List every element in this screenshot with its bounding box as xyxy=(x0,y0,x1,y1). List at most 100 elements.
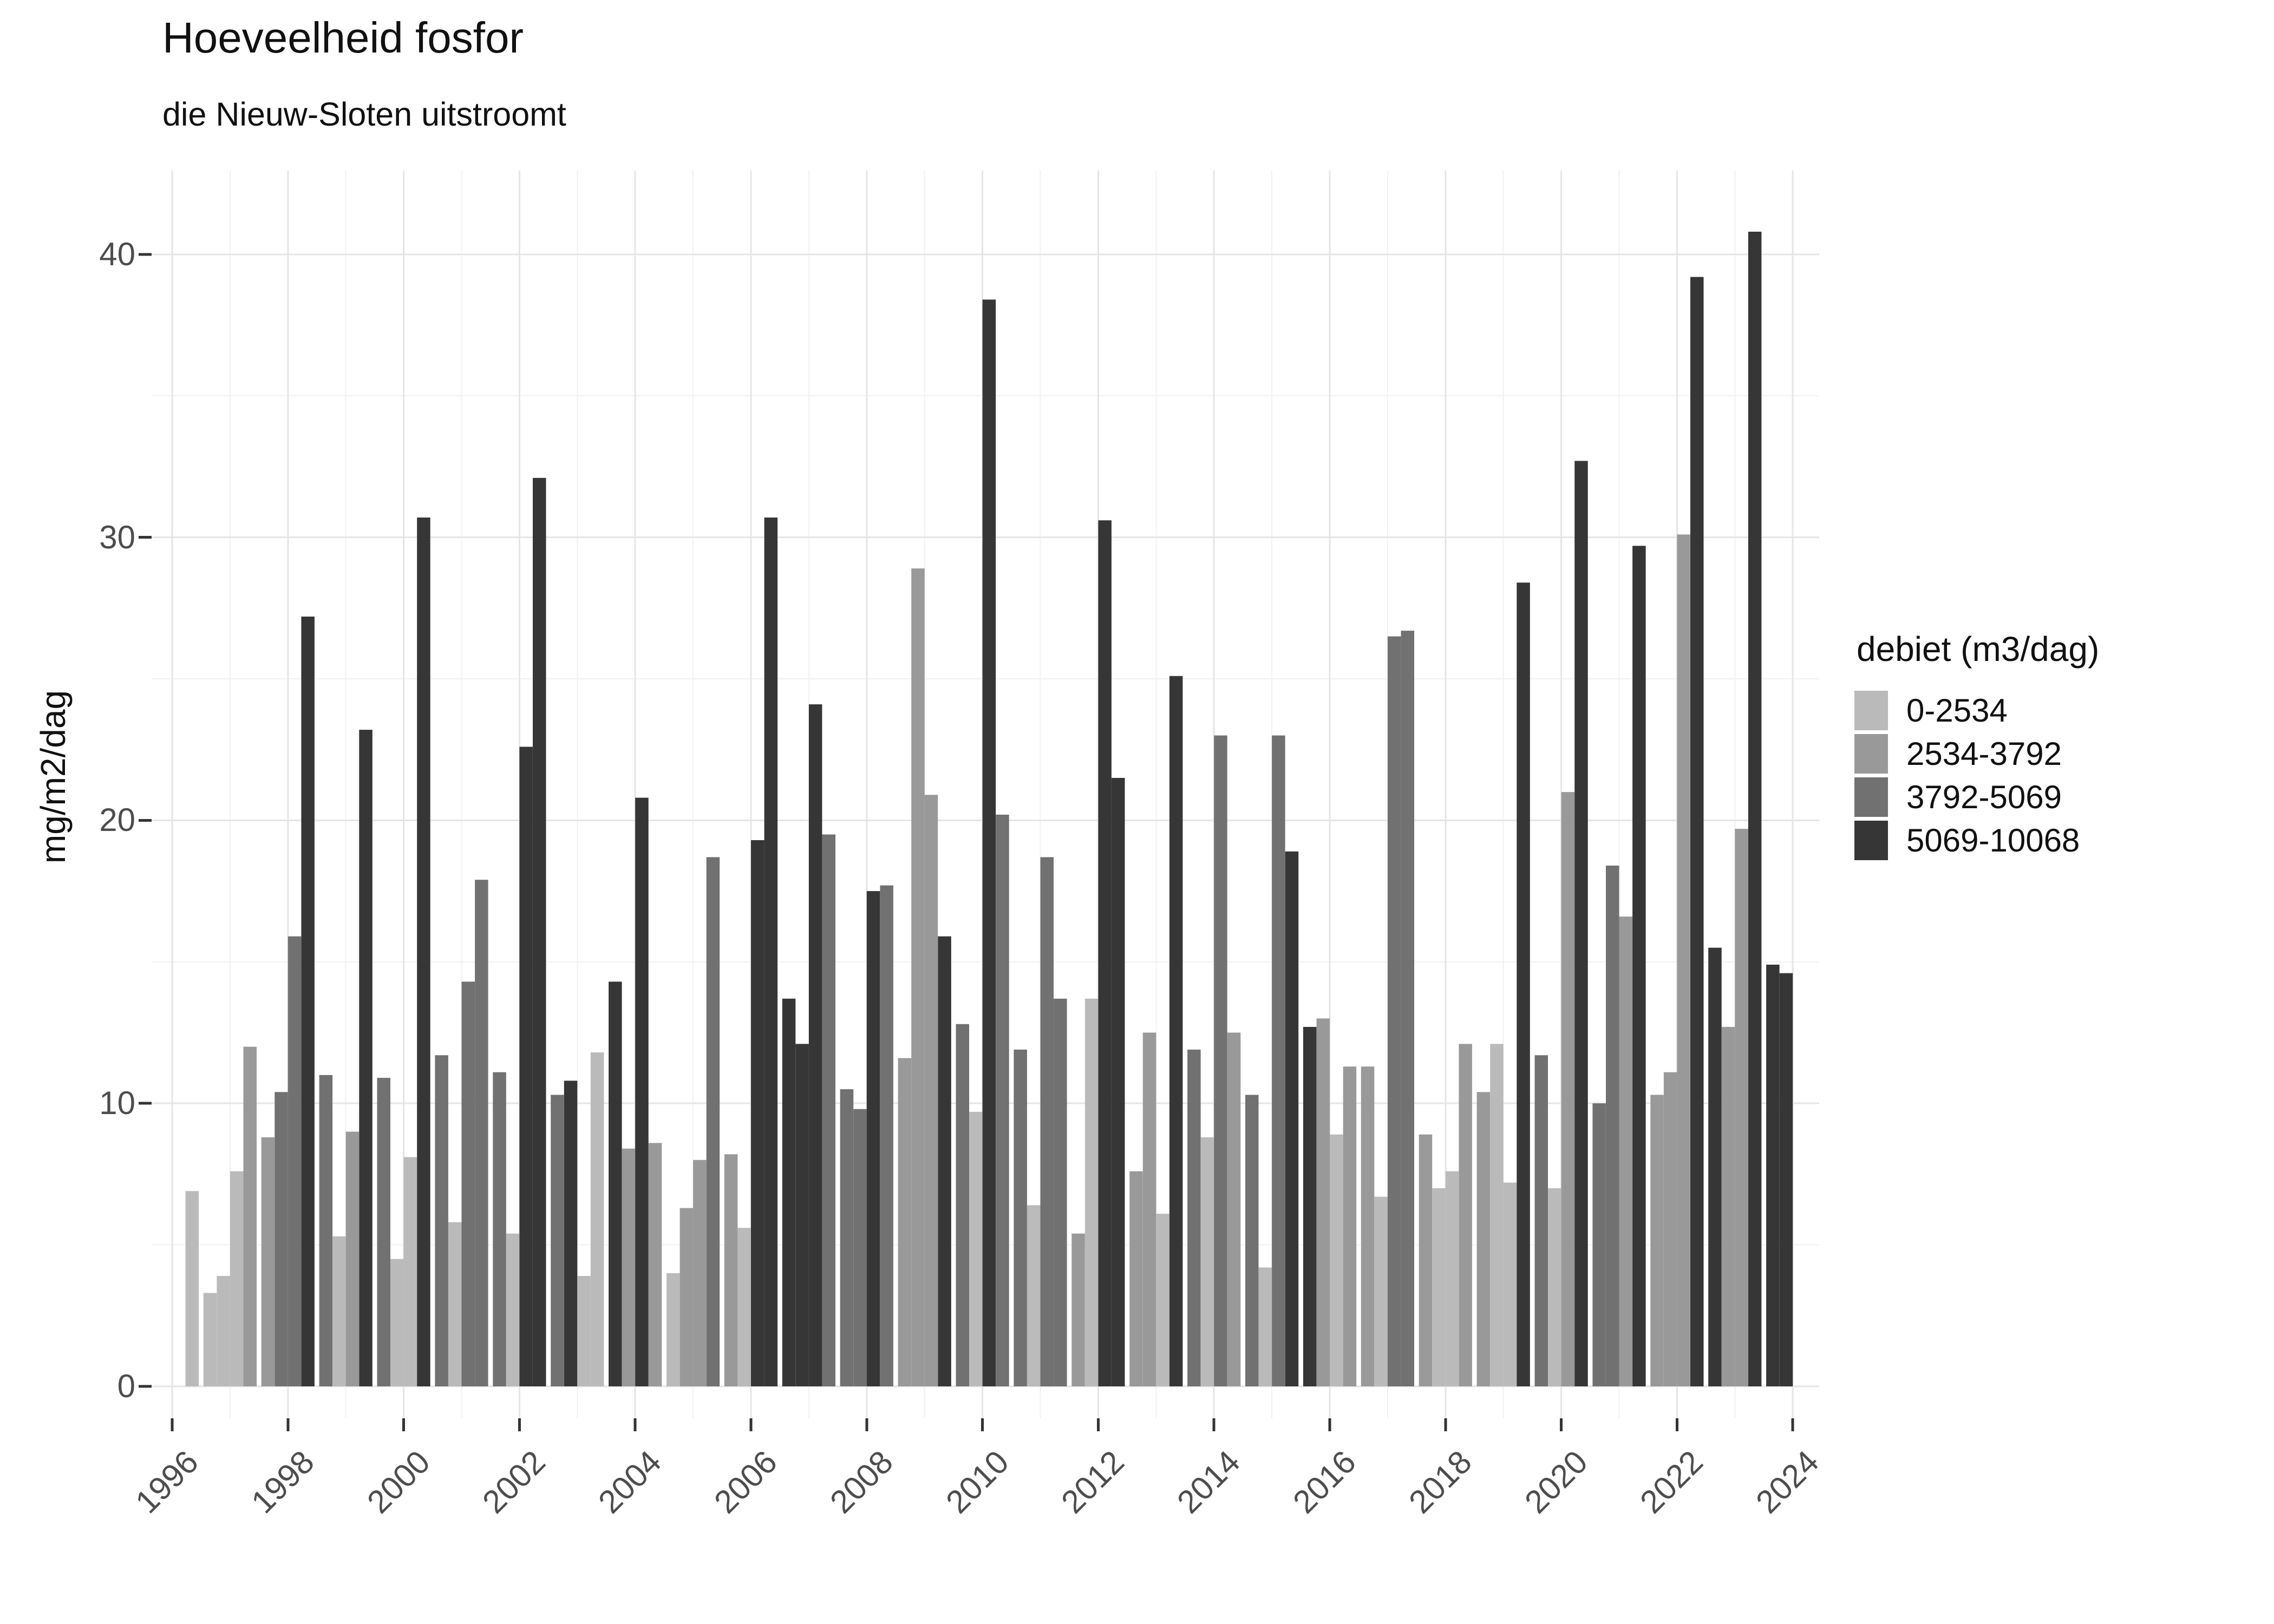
bar-2023q3 xyxy=(1766,965,1780,1386)
y-tick-label-0: 0 xyxy=(117,1368,135,1404)
bar-2005q1 xyxy=(693,1160,707,1386)
bar-2018q2 xyxy=(1459,1044,1472,1386)
bar-2002q2 xyxy=(533,477,546,1386)
bar-1996q2 xyxy=(185,1191,199,1386)
bar-2007q3 xyxy=(840,1089,854,1386)
bar-2009q4 xyxy=(969,1111,983,1386)
bar-2014q1 xyxy=(1214,735,1227,1386)
bar-2022q1 xyxy=(1677,534,1690,1386)
bar-2008q1 xyxy=(866,891,880,1386)
legend-items: 0-2534 2534-3792 3792-5069 5069-10068 xyxy=(1854,689,2099,862)
bar-2014q3 xyxy=(1245,1095,1259,1386)
bar-1997q3 xyxy=(261,1137,275,1386)
bar-1999q1 xyxy=(345,1131,360,1386)
bar-2011q4 xyxy=(1084,998,1099,1386)
bar-2020q1 xyxy=(1561,792,1575,1386)
bar-2010q4 xyxy=(1027,1205,1041,1386)
bar-2000q2 xyxy=(417,518,430,1386)
bar-2019q4 xyxy=(1548,1188,1561,1386)
bar-2012q3 xyxy=(1129,1171,1143,1386)
bar-2018q3 xyxy=(1476,1092,1491,1386)
bar-2022q4 xyxy=(1721,1027,1735,1386)
legend-item-5069-10068: 5069-10068 xyxy=(1854,818,2099,862)
bar-1999q3 xyxy=(377,1078,390,1386)
bar-2021q3 xyxy=(1650,1095,1664,1386)
bar-2003q2 xyxy=(590,1052,604,1386)
y-axis-title: mg/m2/dag xyxy=(34,690,73,864)
bar-2020q4 xyxy=(1606,866,1619,1386)
legend-label: 3792-5069 xyxy=(1906,778,2062,815)
bar-2012q2 xyxy=(1112,778,1125,1386)
bar-1998q4 xyxy=(332,1236,346,1386)
bar-2023q2 xyxy=(1748,232,1762,1386)
legend-item-0-2534: 0-2534 xyxy=(1854,689,2099,732)
bar-2003q3 xyxy=(609,981,622,1386)
bar-2005q3 xyxy=(724,1154,738,1386)
plot-subtitle: die Nieuw-Sloten uitstroomt xyxy=(162,96,566,133)
plot-title: Hoeveelheid fosfor xyxy=(162,14,524,62)
bar-2008q4 xyxy=(911,568,925,1386)
bar-2023q4 xyxy=(1779,973,1793,1386)
bar-2007q4 xyxy=(853,1109,867,1386)
bar-2016q3 xyxy=(1361,1066,1375,1386)
legend-swatch-icon xyxy=(1854,690,1888,730)
bar-2005q2 xyxy=(706,857,720,1386)
bar-2008q2 xyxy=(880,885,893,1386)
bar-2001q1 xyxy=(461,981,475,1386)
bar-2009q2 xyxy=(938,936,951,1386)
y-tick-label-40: 40 xyxy=(99,235,135,272)
bar-1999q4 xyxy=(390,1259,404,1386)
bar-2017q2 xyxy=(1401,631,1414,1386)
bar-1996q4 xyxy=(217,1276,230,1386)
bar-2019q2 xyxy=(1517,582,1530,1386)
bar-2016q4 xyxy=(1374,1196,1388,1386)
bar-2004q3 xyxy=(666,1273,680,1386)
y-tick-label-30: 30 xyxy=(99,519,135,555)
bar-2006q1 xyxy=(751,840,764,1386)
legend-swatch-icon xyxy=(1854,734,1888,774)
bar-2007q1 xyxy=(808,704,822,1386)
legend-swatch-icon xyxy=(1854,820,1888,860)
legend-title: debiet (m3/dag) xyxy=(1857,630,2100,669)
bar-2016q2 xyxy=(1343,1066,1357,1386)
bar-2012q4 xyxy=(1142,1032,1156,1386)
bar-2020q2 xyxy=(1574,461,1588,1386)
legend-label: 0-2534 xyxy=(1906,692,2008,729)
bar-2002q3 xyxy=(551,1095,564,1386)
bar-2004q2 xyxy=(648,1143,662,1386)
bar-2014q4 xyxy=(1258,1267,1272,1386)
legend-item-2534-3792: 2534-3792 xyxy=(1854,732,2099,775)
bar-2010q1 xyxy=(982,299,996,1386)
bar-2012q1 xyxy=(1098,520,1112,1387)
bar-2007q2 xyxy=(822,834,835,1386)
bar-2009q1 xyxy=(924,795,938,1386)
bar-2022q3 xyxy=(1708,947,1722,1386)
bar-1997q2 xyxy=(243,1046,257,1386)
bar-2013q2 xyxy=(1169,676,1183,1386)
bar-2017q3 xyxy=(1419,1134,1433,1386)
bar-2003q4 xyxy=(622,1148,636,1386)
bar-2000q1 xyxy=(403,1157,417,1386)
bar-2006q3 xyxy=(782,998,796,1386)
bar-2001q4 xyxy=(506,1233,520,1386)
bar-2015q4 xyxy=(1316,1018,1330,1386)
bar-2014q2 xyxy=(1227,1032,1241,1386)
bar-2006q2 xyxy=(764,518,778,1386)
bar-2005q4 xyxy=(737,1228,751,1386)
bar-2021q2 xyxy=(1632,546,1646,1386)
bar-2013q3 xyxy=(1187,1049,1201,1386)
bar-2011q3 xyxy=(1071,1233,1085,1386)
bar-1998q2 xyxy=(301,617,315,1386)
bar-2001q3 xyxy=(493,1072,506,1386)
bar-2015q1 xyxy=(1272,735,1285,1386)
y-tick-label-10: 10 xyxy=(99,1085,135,1122)
bar-1998q1 xyxy=(287,936,302,1386)
bar-1999q2 xyxy=(359,730,373,1386)
bar-2003q1 xyxy=(577,1276,591,1386)
bar-2017q4 xyxy=(1432,1188,1446,1386)
bar-2006q4 xyxy=(795,1044,809,1386)
bar-1997q1 xyxy=(230,1171,244,1386)
bar-2010q2 xyxy=(996,814,1009,1386)
bar-2019q1 xyxy=(1503,1182,1517,1386)
